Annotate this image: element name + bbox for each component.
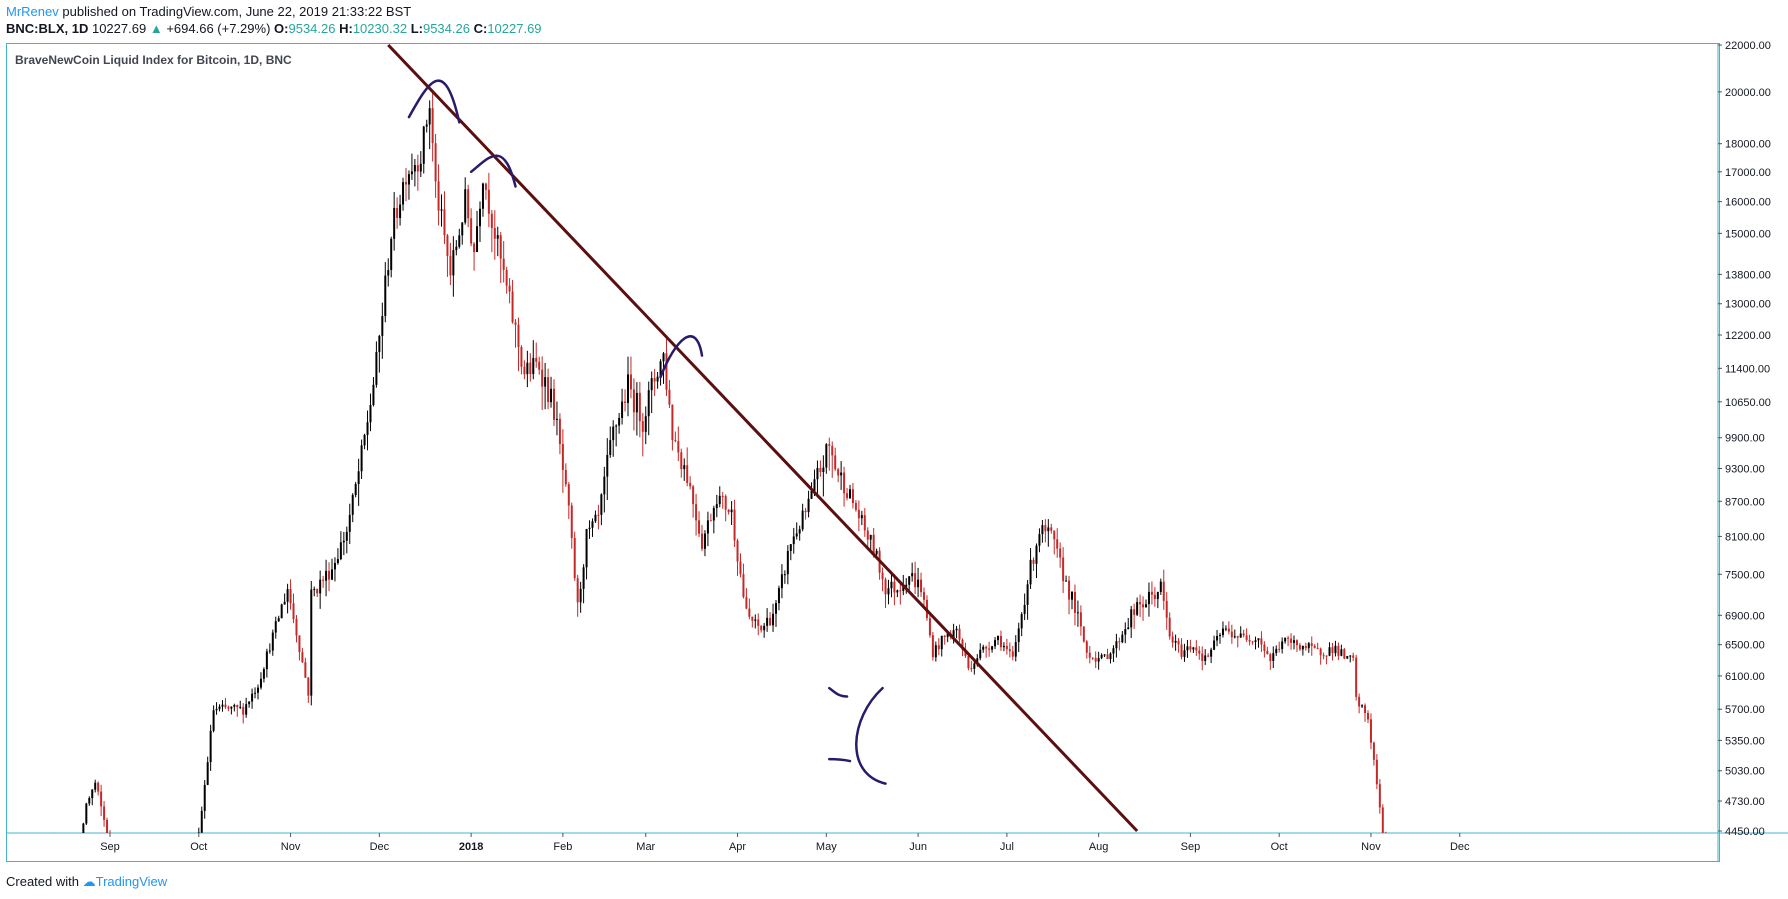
open-value: 9534.26 xyxy=(288,21,336,36)
created-with-label: Created with xyxy=(6,874,79,889)
last-price: 10227.69 xyxy=(91,21,147,36)
price-tick-label: 9900.00 xyxy=(1725,433,1765,445)
low-value: 9534.26 xyxy=(422,21,470,36)
price-tick-label: 9300.00 xyxy=(1725,463,1765,475)
close-label: C: xyxy=(473,21,488,36)
price-tick-label: 10650.00 xyxy=(1725,397,1771,409)
symbol-label: BNC:BLX, 1D xyxy=(6,21,89,36)
price-tick-label: 5030.00 xyxy=(1725,766,1765,778)
price-tick-label: 6500.00 xyxy=(1725,640,1765,652)
price-tick-label: 13800.00 xyxy=(1725,269,1771,281)
change-value: +694.66 (+7.29%) xyxy=(166,21,271,36)
price-tick-label: 17000.00 xyxy=(1725,167,1771,179)
chart-frame xyxy=(6,43,1720,862)
author-link[interactable]: MrRenev xyxy=(6,4,59,19)
price-tick-label: 7500.00 xyxy=(1725,569,1765,581)
price-tick-label: 4730.00 xyxy=(1725,796,1765,808)
price-tick-label: 11400.00 xyxy=(1725,363,1770,375)
footer: Created with ☁TradingView xyxy=(6,874,167,890)
price-tick-label: 4450.00 xyxy=(1725,826,1765,838)
open-label: O: xyxy=(274,21,289,36)
price-tick-label: 5350.00 xyxy=(1725,735,1765,747)
tradingview-logo-icon: ☁ xyxy=(82,875,96,890)
publish-text: published on TradingView.com, June 22, 2… xyxy=(62,4,412,19)
price-tick-label: 6900.00 xyxy=(1725,610,1765,622)
price-tick-label: 13000.00 xyxy=(1725,299,1771,311)
tradingview-link[interactable]: TradingView xyxy=(95,874,168,889)
price-tick-label: 12200.00 xyxy=(1725,330,1771,342)
price-tick-label: 8100.00 xyxy=(1725,531,1765,543)
close-value: 10227.69 xyxy=(487,21,542,36)
price-tick-label: 18000.00 xyxy=(1725,139,1771,151)
price-tick-label: 22000.00 xyxy=(1725,40,1771,52)
price-tick-label: 16000.00 xyxy=(1725,197,1771,209)
price-tick-label: 15000.00 xyxy=(1725,228,1771,240)
price-tick-label: 8700.00 xyxy=(1725,496,1765,508)
ohlc-legend: BNC:BLX, 1D 10227.69 ▲ +694.66 (+7.29%) … xyxy=(6,21,542,36)
price-tick-label: 5700.00 xyxy=(1725,704,1765,716)
low-label: L: xyxy=(410,21,423,36)
high-label: H: xyxy=(339,21,353,36)
change-up-icon: ▲ xyxy=(149,21,163,36)
price-tick-label: 20000.00 xyxy=(1725,87,1771,99)
high-value: 10230.32 xyxy=(352,21,408,36)
publish-info: MrRenev published on TradingView.com, Ju… xyxy=(6,4,411,19)
price-tick-label: 6100.00 xyxy=(1725,671,1765,683)
